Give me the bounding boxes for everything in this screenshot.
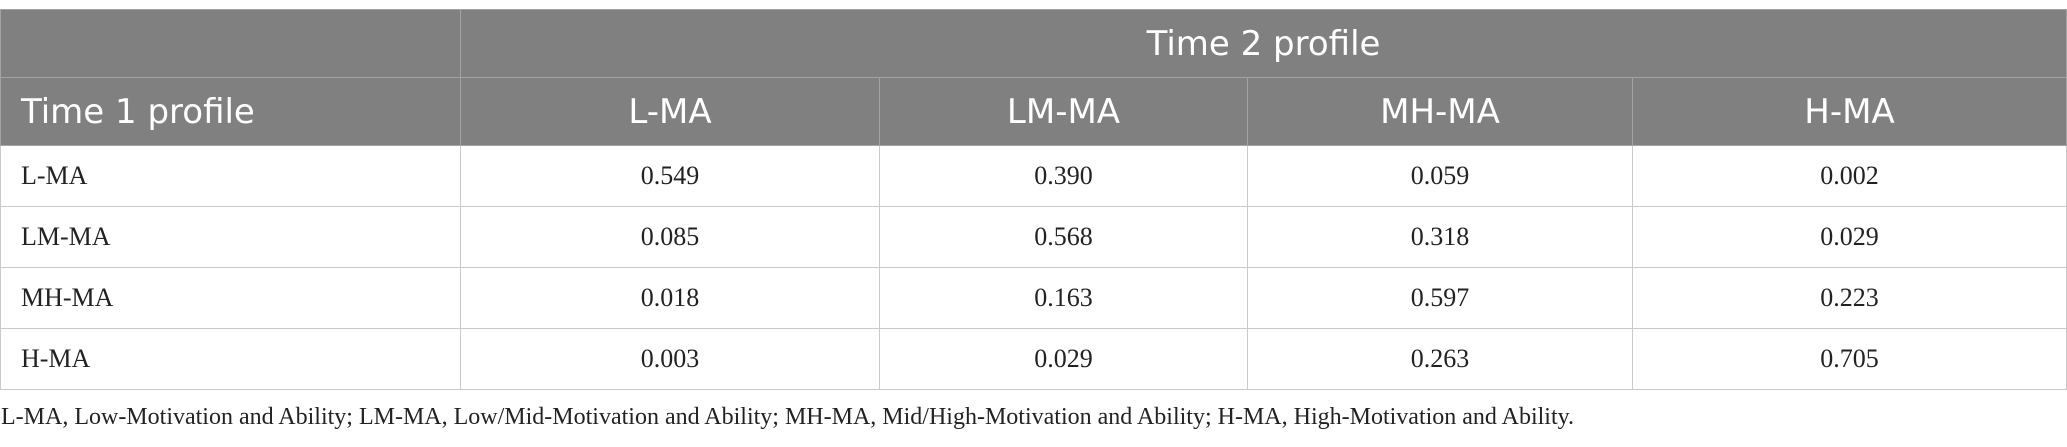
table-footnote: L-MA, Low-Motivation and Ability; LM-MA,… xyxy=(1,404,1575,430)
table-cell: 0.597 xyxy=(1247,267,1633,329)
column-header-mh-ma: MH-MA xyxy=(1247,77,1633,146)
table-cell: 0.705 xyxy=(1631,328,2067,390)
column-header-lm-ma: LM-MA xyxy=(879,77,1248,146)
header-row-columns: Time 1 profile L-MA LM-MA MH-MA H-MA xyxy=(0,77,2067,146)
table-cell: 0.318 xyxy=(1247,206,1633,268)
row-label: H-MA xyxy=(0,328,461,390)
table-cell: 0.568 xyxy=(879,206,1248,268)
row-label: L-MA xyxy=(0,145,461,207)
table-cell: 0.390 xyxy=(879,145,1248,207)
header-row-spanning: Time 2 profile xyxy=(0,9,2067,78)
column-header-h-ma: H-MA xyxy=(1631,77,2067,146)
time1-profile-header: Time 1 profile xyxy=(0,77,461,146)
table-row: L-MA 0.549 0.390 0.059 0.002 xyxy=(0,145,2067,207)
table-row: LM-MA 0.085 0.568 0.318 0.029 xyxy=(0,206,2067,268)
table-header: Time 2 profile Time 1 profile L-MA LM-MA… xyxy=(0,9,2067,146)
table-cell: 0.018 xyxy=(460,267,880,329)
row-label: MH-MA xyxy=(0,267,461,329)
table-cell: 0.029 xyxy=(1631,206,2067,268)
table-cell: 0.085 xyxy=(460,206,880,268)
table-cell: 0.263 xyxy=(1247,328,1633,390)
column-header-l-ma: L-MA xyxy=(460,77,880,146)
table-row: H-MA 0.003 0.029 0.263 0.705 xyxy=(0,328,2067,390)
transition-probability-table: Time 2 profile Time 1 profile L-MA LM-MA… xyxy=(0,9,2067,390)
table-row: MH-MA 0.018 0.163 0.597 0.223 xyxy=(0,267,2067,329)
table-cell: 0.003 xyxy=(460,328,880,390)
table-cell: 0.059 xyxy=(1247,145,1633,207)
table-cell: 0.029 xyxy=(879,328,1248,390)
time2-profile-header: Time 2 profile xyxy=(459,9,2067,78)
table-body: L-MA 0.549 0.390 0.059 0.002 LM-MA 0.085… xyxy=(0,145,2067,390)
table-cell: 0.163 xyxy=(879,267,1248,329)
table-cell: 0.002 xyxy=(1631,145,2067,207)
table-cell: 0.549 xyxy=(460,145,880,207)
header-empty-cell xyxy=(0,9,461,78)
row-label: LM-MA xyxy=(0,206,461,268)
transition-table-container: Time 2 profile Time 1 profile L-MA LM-MA… xyxy=(0,9,2067,390)
table-cell: 0.223 xyxy=(1631,267,2067,329)
